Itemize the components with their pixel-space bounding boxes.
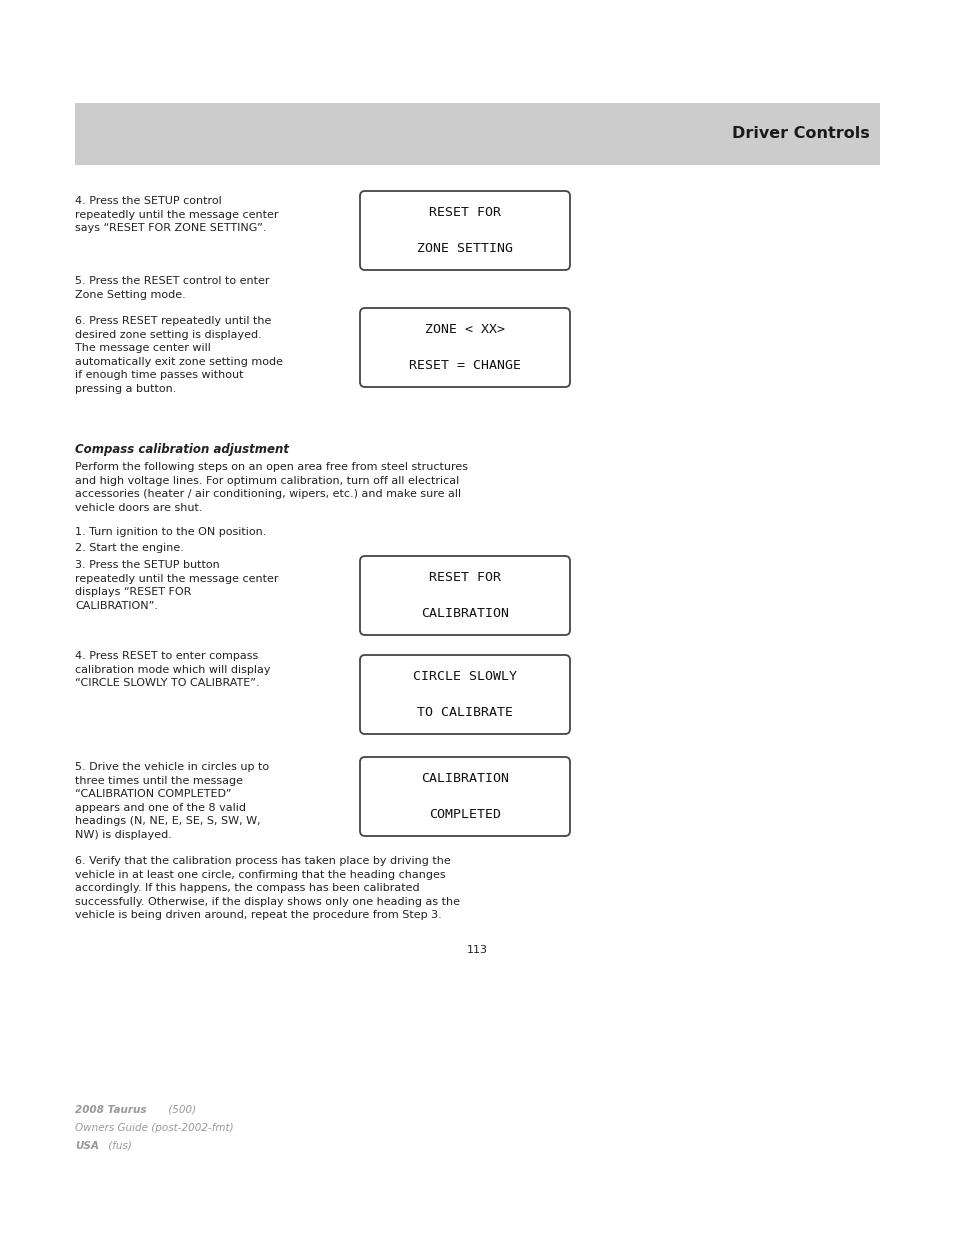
Text: CALIBRATION: CALIBRATION <box>420 772 509 785</box>
Text: 6. Press RESET repeatedly until the
desired zone setting is displayed.
The messa: 6. Press RESET repeatedly until the desi… <box>75 316 283 394</box>
FancyBboxPatch shape <box>359 308 569 387</box>
Text: 2008 Taurus: 2008 Taurus <box>75 1105 147 1115</box>
Text: 6. Verify that the calibration process has taken place by driving the
vehicle in: 6. Verify that the calibration process h… <box>75 856 459 920</box>
Text: CALIBRATION: CALIBRATION <box>420 606 509 620</box>
Text: Owners Guide (post-2002-fmt): Owners Guide (post-2002-fmt) <box>75 1123 233 1132</box>
Text: (fus): (fus) <box>105 1141 132 1151</box>
FancyBboxPatch shape <box>359 191 569 270</box>
Text: Perform the following steps on an open area free from steel structures
and high : Perform the following steps on an open a… <box>75 462 468 513</box>
Text: 4. Press the SETUP control
repeatedly until the message center
says “RESET FOR Z: 4. Press the SETUP control repeatedly un… <box>75 196 278 233</box>
Text: RESET = CHANGE: RESET = CHANGE <box>409 359 520 372</box>
Text: (500): (500) <box>165 1105 196 1115</box>
Text: TO CALIBRATE: TO CALIBRATE <box>416 706 513 719</box>
Text: ZONE < XX>: ZONE < XX> <box>424 324 504 336</box>
Text: Driver Controls: Driver Controls <box>732 126 869 142</box>
Text: RESET FOR: RESET FOR <box>429 206 500 219</box>
Text: 2. Start the engine.: 2. Start the engine. <box>75 543 184 553</box>
FancyBboxPatch shape <box>359 556 569 635</box>
Text: USA: USA <box>75 1141 99 1151</box>
Bar <box>75 103 879 165</box>
Text: 1. Turn ignition to the ON position.: 1. Turn ignition to the ON position. <box>75 527 266 537</box>
Text: Compass calibration adjustment: Compass calibration adjustment <box>75 443 289 456</box>
Text: CIRCLE SLOWLY: CIRCLE SLOWLY <box>413 671 517 683</box>
Text: ZONE SETTING: ZONE SETTING <box>416 242 513 254</box>
Text: 5. Press the RESET control to enter
Zone Setting mode.: 5. Press the RESET control to enter Zone… <box>75 275 269 300</box>
FancyBboxPatch shape <box>359 655 569 734</box>
Text: 5. Drive the vehicle in circles up to
three times until the message
“CALIBRATION: 5. Drive the vehicle in circles up to th… <box>75 762 269 840</box>
FancyBboxPatch shape <box>359 757 569 836</box>
Text: RESET FOR: RESET FOR <box>429 571 500 584</box>
Text: 3. Press the SETUP button
repeatedly until the message center
displays “RESET FO: 3. Press the SETUP button repeatedly unt… <box>75 559 278 611</box>
Text: 113: 113 <box>466 945 487 955</box>
Text: COMPLETED: COMPLETED <box>429 808 500 821</box>
Text: 4. Press RESET to enter compass
calibration mode which will display
“CIRCLE SLOW: 4. Press RESET to enter compass calibrat… <box>75 651 271 688</box>
